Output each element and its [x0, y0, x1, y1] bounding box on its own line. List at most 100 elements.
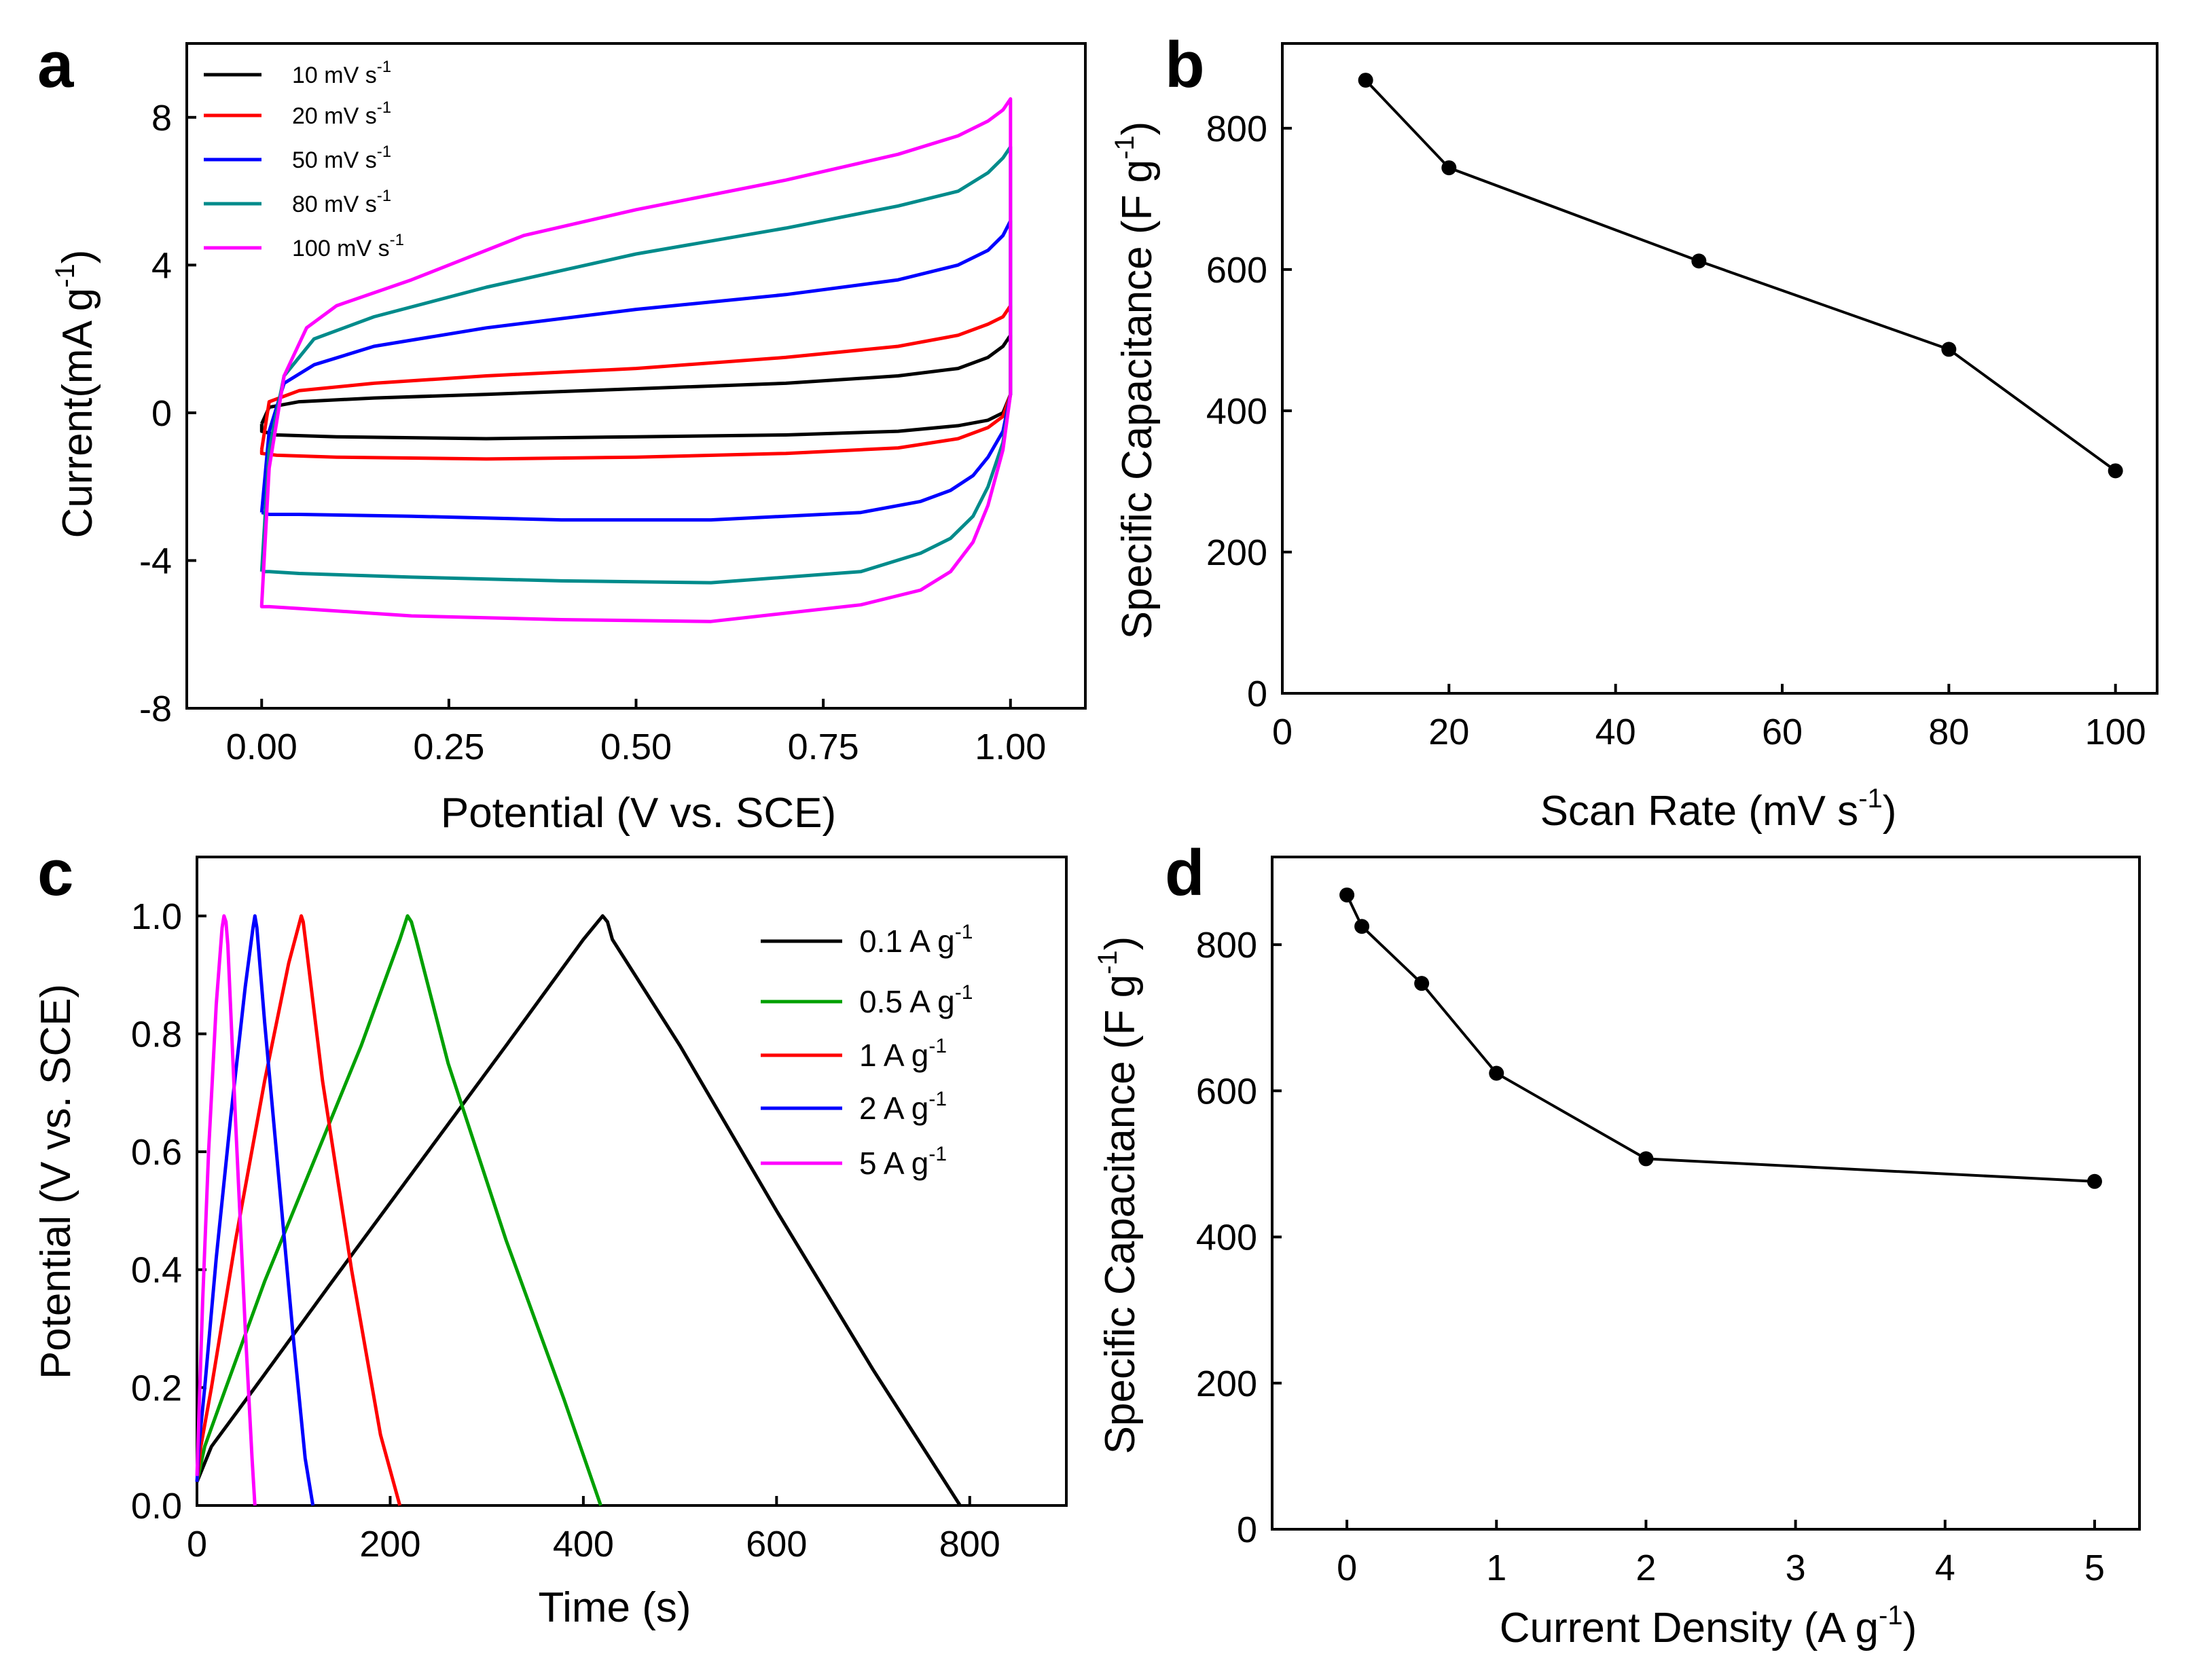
panel-c-y-tick-label: 0.6 — [131, 1132, 182, 1173]
panel-d-data-point — [1489, 1065, 1504, 1081]
panel-d-data-point — [1414, 976, 1430, 991]
panel-d-data-point — [1339, 887, 1355, 902]
panel-a-legend: 10 mV s-1 20 mV s-1 50 mV s-1 80 mV s-1 … — [204, 58, 404, 261]
panel-c-x-axis-label: Time (s) — [539, 1584, 691, 1631]
panel-d-x-ticks — [1345, 1520, 2096, 1529]
panel-b-x-axis-label: Scan Rate (mV s-1) — [1540, 784, 1897, 835]
panel-c-letter: c — [37, 837, 73, 909]
panel-d-x-tick-label: 5 — [2084, 1548, 2105, 1588]
panel-a-x-tick-label: 0.25 — [413, 727, 484, 767]
panel-d-x-tick-label: 2 — [1636, 1548, 1656, 1588]
panel-b-letter: b — [1165, 29, 1205, 101]
panel-a-cv-curve-10 — [259, 333, 1013, 441]
panel-c: c 0 200 400 600 800 0.0 0.2 0.4 — [33, 837, 1068, 1631]
panel-a-legend-label: 50 mV s-1 — [292, 143, 391, 173]
panel-a-x-tick-label: 0.75 — [788, 727, 859, 767]
panel-d-y-axis-label: Specific Capacitance (F g-1) — [1093, 936, 1144, 1455]
panel-b-data-point — [1358, 73, 1373, 88]
panel-a-x-tick-label: 0.00 — [226, 727, 297, 767]
panel-d-letter: d — [1165, 837, 1205, 909]
panel-c-y-tick-label: 0.4 — [131, 1250, 182, 1291]
panel-b-plot-frame — [1281, 42, 2158, 695]
panel-d-x-tick-label: 1 — [1486, 1548, 1506, 1588]
panel-b-y-tick-label: 200 — [1206, 532, 1267, 573]
panel-d-x-tick-label: 3 — [1786, 1548, 1806, 1588]
panel-a-x-tick-labels: 0.00 0.25 0.50 0.75 1.00 — [226, 727, 1047, 767]
panel-b-x-tick-label: 60 — [1762, 712, 1803, 752]
panel-a-y-tick-label: -8 — [139, 689, 172, 729]
panel-c-series — [195, 914, 962, 1507]
panel-c-x-tick-label: 0 — [187, 1524, 207, 1565]
panel-b-x-tick-label: 20 — [1428, 712, 1469, 752]
panel-a-x-tick-label: 1.00 — [975, 727, 1046, 767]
panel-b-x-tick-label: 80 — [1928, 712, 1969, 752]
panel-d-y-tick-label: 800 — [1196, 925, 1257, 966]
panel-d-y-tick-label: 200 — [1196, 1364, 1257, 1404]
panel-d: d 0 1 2 3 4 5 0 200 400 — [1093, 837, 2141, 1651]
panel-d-data-points — [1339, 887, 2102, 1189]
panel-c-legend-label: 5 A g-1 — [859, 1143, 947, 1181]
panel-b-y-ticks — [1282, 126, 1292, 695]
panel-b-data-point — [2108, 463, 2123, 479]
panel-d-y-tick-label: 600 — [1196, 1071, 1257, 1112]
panel-c-gcd-curve-1 — [195, 914, 402, 1506]
panel-b-data-point — [1941, 342, 1957, 357]
panel-d-x-axis-label: Current Density (A g-1) — [1500, 1601, 1917, 1651]
panel-b-y-tick-label: 600 — [1206, 250, 1267, 291]
panel-c-gcd-curve-5 — [195, 914, 257, 1506]
panel-c-gcd-curve-2 — [195, 914, 315, 1506]
panel-a-y-tick-label: 4 — [151, 245, 172, 286]
panel-a-y-tick-label: 8 — [151, 98, 172, 139]
panel-c-plot-frame — [196, 856, 1068, 1507]
panel-c-x-tick-label: 800 — [939, 1524, 1000, 1565]
panel-c-y-tick-labels: 0.0 0.2 0.4 0.6 0.8 1.0 — [131, 896, 182, 1527]
panel-c-y-tick-label: 0.2 — [131, 1368, 182, 1408]
panel-a-letter: a — [37, 29, 74, 101]
panel-a-y-axis-label: Current(mA g-1) — [50, 250, 101, 538]
panel-a-cv-curve-100 — [259, 97, 1013, 623]
panel-c-x-tick-label: 200 — [359, 1524, 420, 1565]
panel-c-y-tick-label: 1.0 — [131, 896, 182, 937]
panel-b-y-tick-label: 0 — [1247, 674, 1267, 714]
panel-b-x-ticks — [1281, 684, 2117, 693]
panel-a-series — [259, 97, 1013, 623]
panel-b-data-point — [1691, 253, 1707, 269]
panel-d-data-line — [1345, 894, 2095, 1183]
panel-b-y-axis-label: Specific Capacitance (F g-1) — [1110, 122, 1161, 640]
panel-b-data-line — [1365, 79, 2116, 472]
panel-b-x-tick-label: 100 — [2085, 712, 2146, 752]
panel-c-gcd-curve-0.1 — [195, 914, 962, 1507]
panel-b: b 0 20 40 60 80 100 0 200 400 — [1110, 29, 2158, 835]
panel-b-y-tick-label: 400 — [1206, 391, 1267, 432]
panel-a-y-tick-labels: -8 -4 0 4 8 — [139, 98, 172, 729]
panel-d-x-tick-label: 0 — [1337, 1548, 1357, 1588]
panel-a-x-axis-label: Potential (V vs. SCE) — [441, 790, 836, 837]
panel-a-legend-label: 100 mV s-1 — [292, 231, 404, 261]
panel-a: a 0.00 0.25 0.50 0.75 1.00 -8 -4 0 4 — [37, 29, 1087, 837]
panel-a-x-tick-label: 0.50 — [600, 727, 672, 767]
panel-c-gcd-curve-0.5 — [195, 914, 602, 1506]
panel-d-x-tick-labels: 0 1 2 3 4 5 — [1337, 1548, 2105, 1588]
panel-d-x-tick-label: 4 — [1935, 1548, 1955, 1588]
panel-a-cv-curve-50 — [259, 219, 1013, 522]
panel-c-legend: 0.1 A g-1 0.5 A g-1 1 A g-1 2 A g-1 5 A … — [761, 921, 973, 1181]
panel-c-x-tick-labels: 0 200 400 600 800 — [187, 1524, 1000, 1565]
panel-b-x-tick-label: 0 — [1272, 712, 1293, 752]
panel-b-x-tick-label: 40 — [1595, 712, 1636, 752]
panel-d-plot-frame — [1271, 856, 2141, 1531]
panel-a-y-tick-label: -4 — [139, 541, 172, 581]
panel-a-legend-label: 80 mV s-1 — [292, 187, 391, 217]
panel-b-y-tick-labels: 0 200 400 600 800 — [1206, 109, 1267, 714]
panel-b-data-points — [1358, 73, 2123, 479]
panel-c-legend-label: 1 A g-1 — [859, 1035, 947, 1073]
panel-c-x-ticks — [196, 1496, 971, 1505]
panel-d-y-tick-labels: 0 200 400 600 800 — [1196, 925, 1257, 1550]
panel-c-y-tick-label: 0.8 — [131, 1014, 182, 1055]
panel-c-legend-label: 2 A g-1 — [859, 1088, 947, 1126]
panel-d-y-ticks — [1272, 943, 1282, 1531]
panel-a-y-tick-label: 0 — [151, 393, 172, 434]
panel-d-data-point — [1354, 919, 1370, 934]
panel-c-legend-label: 0.5 A g-1 — [859, 981, 973, 1019]
panel-d-data-point — [2086, 1173, 2102, 1189]
